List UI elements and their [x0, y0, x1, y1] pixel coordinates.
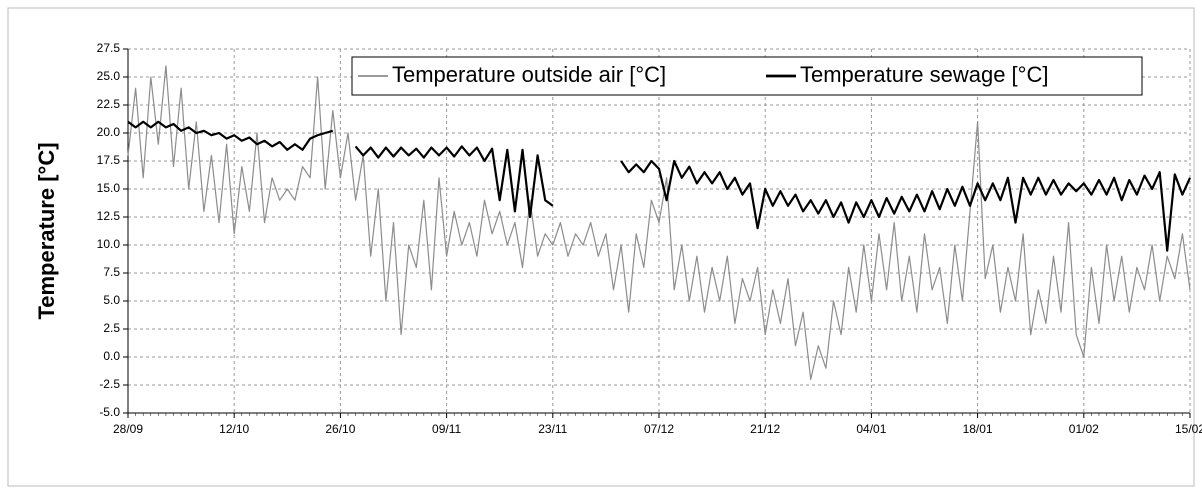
y-tick-label: 2.5	[103, 321, 120, 335]
y-tick-label: 20.0	[97, 125, 121, 139]
x-tick-label: 18/01	[963, 422, 993, 436]
y-tick-label: 5.0	[103, 293, 120, 307]
legend-box	[351, 56, 1143, 96]
x-tick-label: 28/09	[113, 422, 143, 436]
legend-label: Temperature sewage [°C]	[800, 62, 1048, 87]
y-tick-label: 25.0	[97, 69, 121, 83]
series-line	[127, 120, 1192, 252]
x-tick-label: 23/11	[538, 422, 567, 436]
x-tick-label: 07/12	[644, 422, 674, 436]
legend-label: Temperature outside air [°C]	[392, 62, 666, 87]
y-tick-label: 0.0	[103, 349, 120, 363]
y-tick-label: 22.5	[97, 97, 121, 111]
y-tick-label: 12.5	[97, 209, 121, 223]
y-tick-label: 10.0	[97, 237, 121, 251]
x-tick-label: 04/01	[856, 422, 886, 436]
y-tick-label: 15.0	[97, 181, 121, 195]
x-tick-label: 01/02	[1069, 422, 1099, 436]
y-tick-label: 17.5	[97, 153, 121, 167]
series-line	[127, 65, 1191, 380]
x-tick-label: 15/02	[1175, 422, 1202, 436]
x-tick-label: 12/10	[219, 422, 249, 436]
y-tick-label: -5.0	[99, 405, 120, 419]
y-tick-label: -2.5	[99, 377, 120, 391]
x-tick-label: 26/10	[325, 422, 355, 436]
x-tick-label: 21/12	[750, 422, 780, 436]
y-tick-label: 7.5	[103, 265, 120, 279]
y-tick-label: 27.5	[97, 41, 121, 55]
y-axis-title: Temperature [°C]	[34, 142, 59, 319]
x-tick-label: 09/11	[432, 422, 461, 436]
